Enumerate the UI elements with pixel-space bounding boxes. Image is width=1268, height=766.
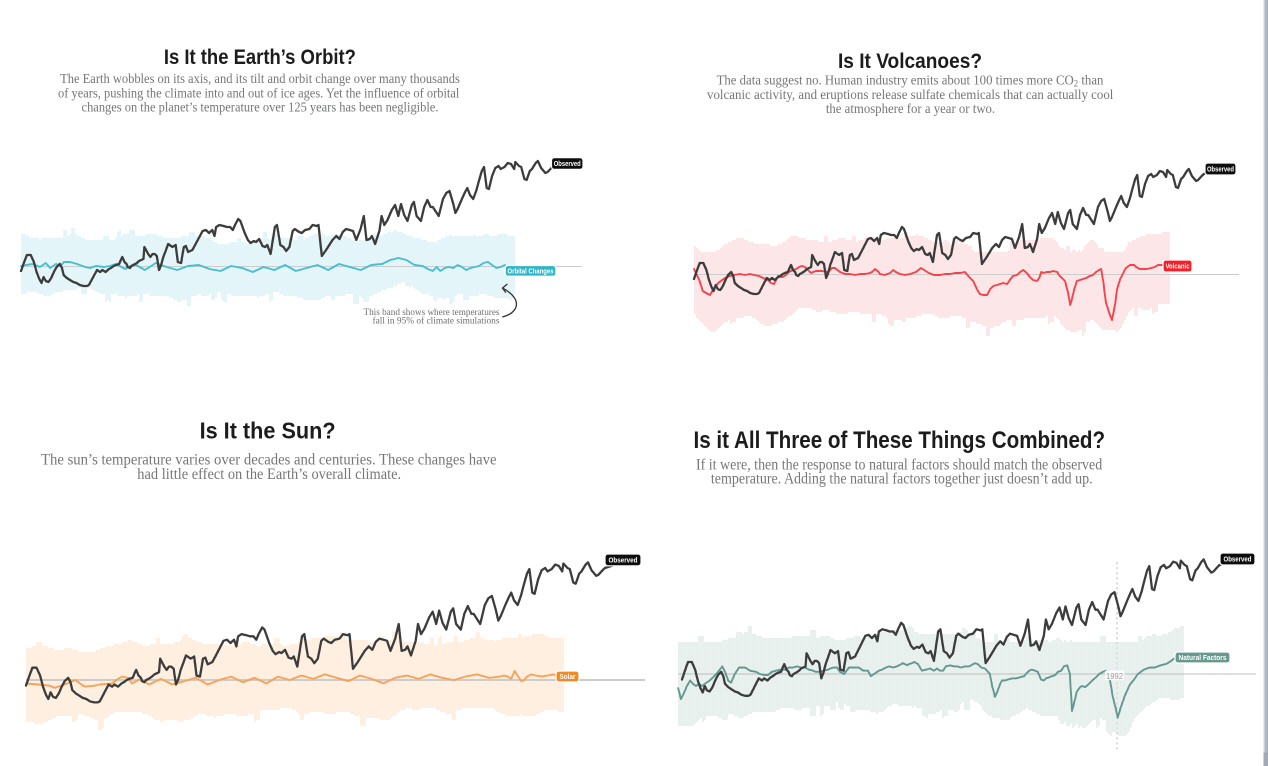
svg-text:Natural Factors: Natural Factors [1179,653,1227,662]
svg-text:Volcanic: Volcanic [1166,262,1190,271]
svg-text:Observed: Observed [609,556,638,565]
svg-text:Observed: Observed [1224,555,1252,564]
svg-text:The sun’s temperature varies o: The sun’s temperature varies over decade… [41,452,497,469]
svg-text:changes on the planet’s temper: changes on the planet’s temperature over… [82,100,439,115]
svg-text:This band shows where temperat: This band shows where temperatures [364,307,501,317]
svg-text:Is It Volcanoes?: Is It Volcanoes? [838,49,982,73]
svg-text:1992: 1992 [1106,671,1123,681]
svg-text:Is it All Three of These Thing: Is it All Three of These Things Combined… [694,427,1106,454]
svg-text:Orbital Changes: Orbital Changes [508,267,554,276]
svg-text:Observed: Observed [554,159,581,168]
svg-text:If it were, then the response: If it were, then the response to natural… [696,457,1102,474]
svg-text:of years, pushing the climate: of years, pushing the climate into and o… [58,85,459,100]
svg-text:Solar: Solar [560,672,576,681]
svg-text:Is It the Earth’s Orbit?: Is It the Earth’s Orbit? [164,46,356,69]
svg-text:fall in 95% of climate simulat: fall in 95% of climate simulations [373,316,501,326]
svg-text:had little effect on the Earth: had little effect on the Earth’s overall… [137,466,401,483]
svg-text:the atmosphere for a year or t: the atmosphere for a year or two. [826,101,995,116]
svg-text:temperature. Adding the natura: temperature. Adding the natural factors … [711,471,1093,488]
svg-text:The data suggest no. Human ind: The data suggest no. Human industry emit… [717,73,1104,90]
svg-text:volcanic activity, and eruptio: volcanic activity, and eruptions release… [707,87,1114,102]
svg-text:Is It the Sun?: Is It the Sun? [200,417,336,443]
svg-text:The Earth wobbles on its axis,: The Earth wobbles on its axis, and its t… [60,71,460,86]
svg-text:Observed: Observed [1207,165,1234,174]
